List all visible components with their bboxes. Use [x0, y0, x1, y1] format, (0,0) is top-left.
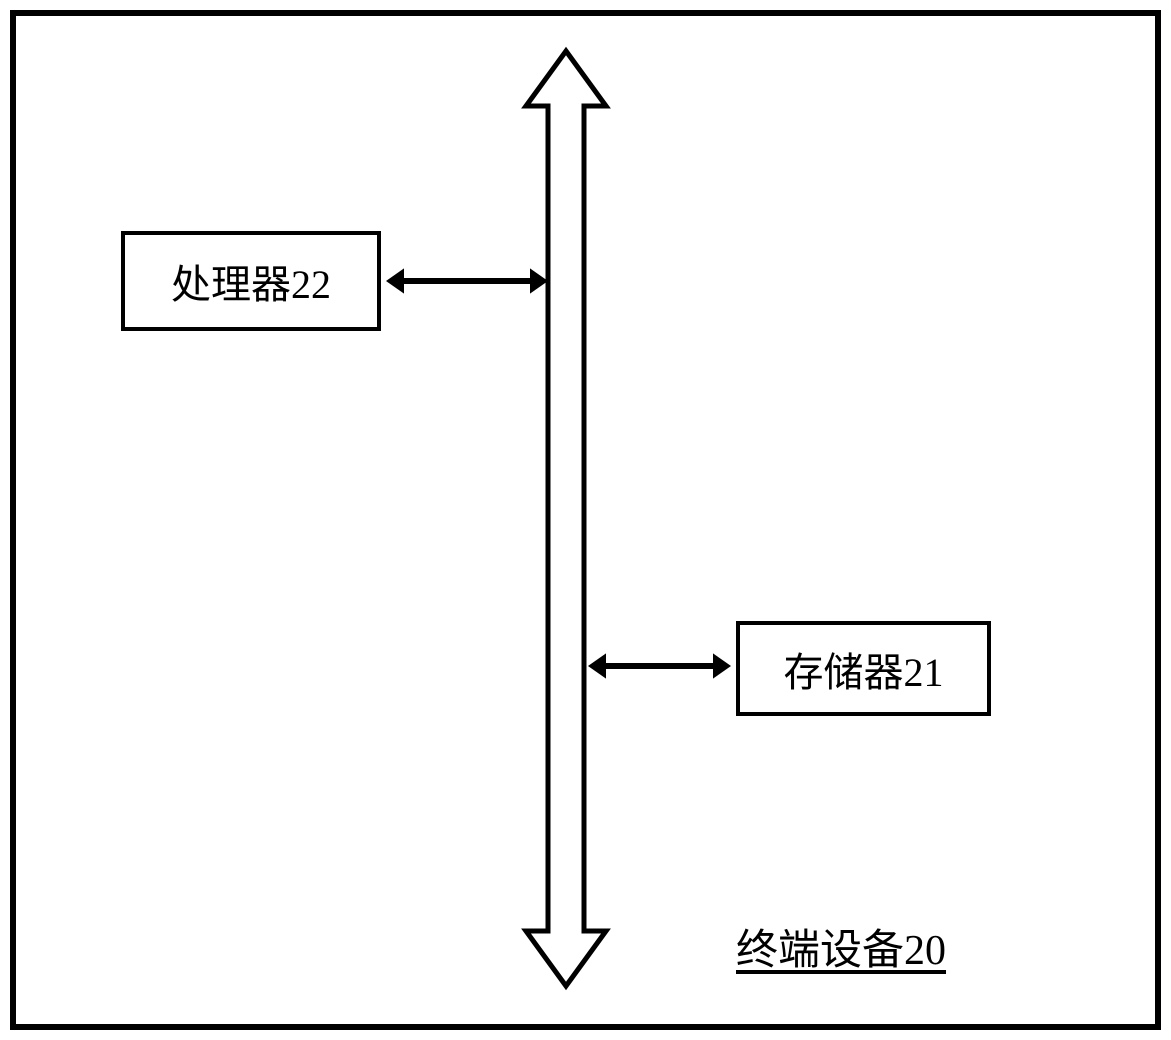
diagram-caption: 终端设备20 — [736, 916, 946, 977]
diagram-frame: 处理器22 存储器21 终端设备20 — [10, 10, 1161, 1030]
connector-memory — [16, 16, 1167, 1036]
caption-text: 终端设备20 — [736, 928, 946, 974]
